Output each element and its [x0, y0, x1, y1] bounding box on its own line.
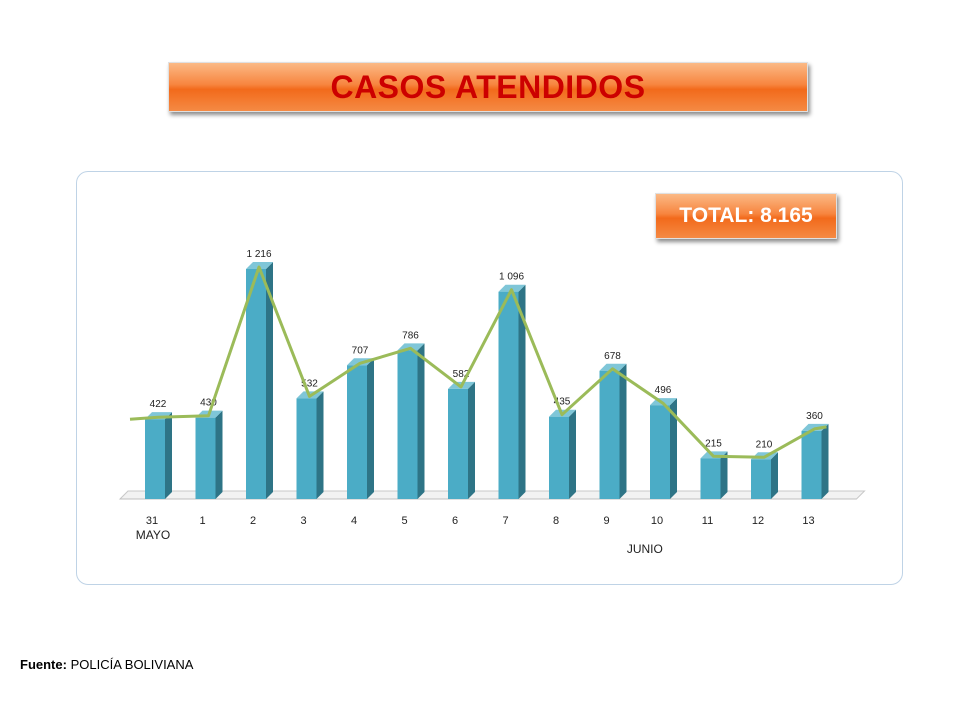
data-label: 360	[806, 411, 823, 422]
bar-top	[599, 363, 627, 371]
month-label-mayo: MAYO	[136, 528, 170, 542]
bar	[145, 419, 165, 499]
data-label: 532	[301, 378, 318, 389]
bar-top	[498, 284, 526, 292]
data-label: 678	[604, 351, 621, 362]
bar-side	[619, 363, 627, 499]
x-tick-label: 3	[300, 515, 306, 527]
data-label: 496	[655, 385, 672, 396]
x-tick-label: 7	[502, 515, 508, 527]
data-label: 707	[352, 345, 369, 356]
bar	[195, 417, 216, 499]
chart-panel	[76, 171, 903, 585]
bar-side	[165, 412, 172, 499]
bar	[751, 459, 771, 499]
bar-side	[569, 409, 576, 499]
bar	[599, 370, 620, 499]
bar-side	[670, 398, 677, 499]
bar-side	[215, 410, 223, 499]
source-label: Fuente:	[20, 657, 67, 672]
bar-side	[316, 391, 324, 499]
bar	[700, 458, 721, 499]
data-label: 1 096	[499, 272, 524, 283]
title-banner: CASOS ATENDIDOS	[168, 62, 808, 112]
source-value: POLICÍA BOLIVIANA	[70, 657, 194, 672]
data-label: 786	[402, 330, 419, 341]
x-tick-label: 9	[603, 515, 609, 527]
x-tick-label: 11	[702, 515, 713, 527]
x-tick-label: 10	[651, 515, 663, 527]
bar	[246, 269, 266, 499]
x-tick-label: 12	[752, 515, 764, 527]
page-title: CASOS ATENDIDOS	[330, 68, 646, 105]
bar	[347, 365, 367, 499]
bar-top	[246, 262, 273, 269]
data-label: 215	[705, 438, 722, 449]
month-label-junio: JUNIO	[627, 542, 663, 556]
bar	[448, 388, 468, 499]
x-tick-label: 1	[199, 515, 205, 527]
bar	[498, 291, 519, 499]
total-label: TOTAL: 8.165	[679, 204, 813, 227]
source-note: Fuente: POLICÍA BOLIVIANA	[20, 657, 193, 672]
bar-side	[266, 262, 273, 499]
bar-side	[771, 452, 778, 499]
bar-side	[518, 284, 526, 499]
data-label: 435	[554, 397, 571, 408]
bar-side	[720, 451, 728, 499]
bar-top	[397, 343, 425, 351]
bar	[650, 405, 670, 499]
x-tick-label: 2	[250, 515, 256, 527]
data-label: 422	[150, 399, 167, 410]
x-tick-label: 5	[401, 515, 407, 527]
total-badge: TOTAL: 8.165	[655, 193, 837, 239]
bar-side	[417, 343, 425, 499]
data-label: 582	[453, 369, 470, 380]
bar-side	[468, 381, 475, 499]
bar	[397, 350, 418, 499]
bar	[549, 416, 569, 499]
x-tick-label: 13	[802, 515, 814, 527]
x-tick-label: 4	[351, 515, 357, 527]
bar-side	[367, 358, 374, 499]
x-tick-label: 6	[452, 515, 458, 527]
data-label: 210	[756, 439, 773, 450]
data-label: 430	[200, 398, 217, 409]
bar	[296, 398, 317, 499]
bar-side	[821, 423, 829, 499]
trend-line	[129, 265, 827, 459]
data-label: 1 216	[246, 249, 271, 260]
bar	[801, 430, 822, 499]
x-tick-label: 8	[553, 515, 559, 527]
x-tick-label: 31	[146, 515, 158, 527]
